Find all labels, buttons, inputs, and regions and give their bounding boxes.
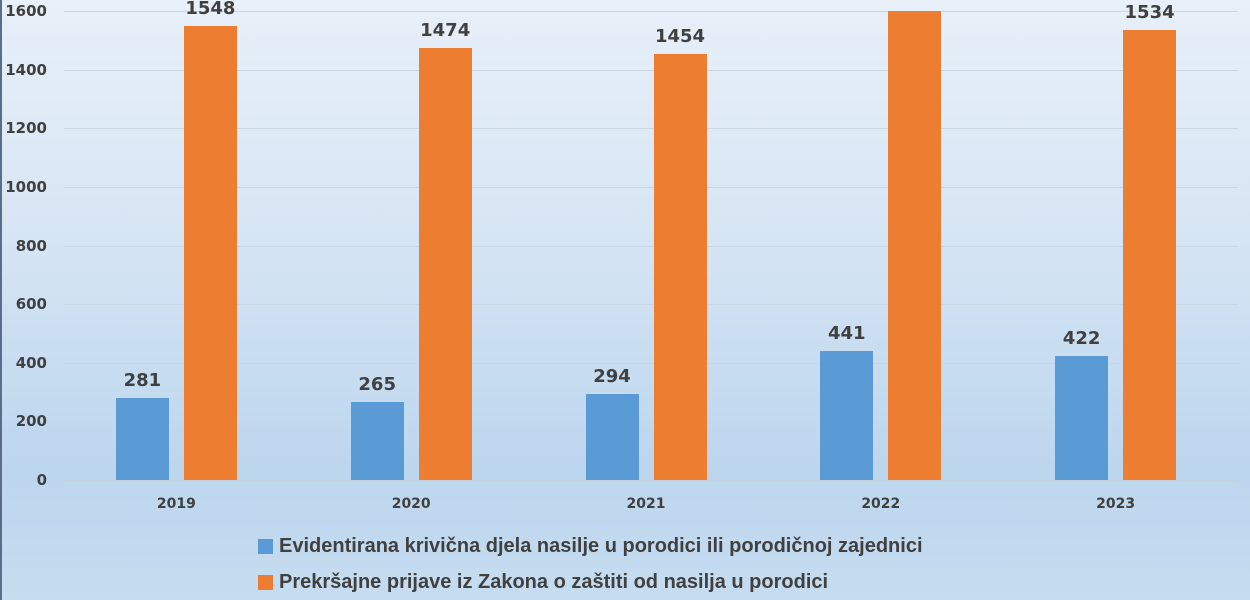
x-tick-label: 2019 — [156, 496, 196, 512]
gridline — [64, 186, 1238, 188]
y-tick-label: 1000 — [5, 177, 47, 196]
legend-swatch-orange — [258, 574, 273, 590]
y-tick-label: 0 — [36, 471, 47, 489]
gridline — [64, 128, 1238, 130]
bar-krivicna-djela-2023 — [1055, 356, 1109, 480]
gridline — [64, 304, 1238, 306]
legend-label: Prekršajne prijave iz Zakona o zaštiti o… — [279, 570, 829, 593]
data-label: 265 — [358, 374, 396, 396]
y-tick-label: 1400 — [5, 60, 47, 79]
bar-prekrsajne-prijave-2021 — [653, 53, 707, 480]
gridline — [64, 480, 1238, 481]
data-label: 1534 — [1124, 2, 1175, 24]
data-label: 1454 — [654, 25, 706, 47]
bar-prekrsajne-prijave-2020 — [418, 47, 472, 480]
bar-krivicna-djela-2019 — [115, 397, 169, 480]
legend-item-krivicna-djela: Evidentirana krivična djela nasilje u po… — [258, 528, 923, 564]
x-tick-label: 2022 — [861, 496, 901, 512]
gridline — [64, 362, 1238, 364]
y-tick-label: 1200 — [5, 119, 47, 138]
bar-prekrsajne-prijave-2023 — [1123, 30, 1177, 480]
legend: Evidentirana krivična djela nasilje u po… — [258, 528, 923, 600]
x-tick-label: 2021 — [626, 496, 666, 512]
legend-swatch-blue — [258, 538, 273, 554]
y-tick-label: 200 — [15, 412, 47, 431]
data-label: 422 — [1062, 328, 1101, 350]
bar-prekrsajne-prijave-2022 — [888, 11, 942, 480]
x-tick-label: 2020 — [391, 496, 431, 512]
data-label: 1474 — [420, 19, 471, 41]
data-label: 281 — [123, 369, 162, 391]
gridline — [64, 69, 1238, 71]
legend-item-prekrsajne-prijave: Prekršajne prijave iz Zakona o zaštiti o… — [258, 564, 923, 600]
y-tick-label: 1600 — [5, 2, 47, 20]
bar-krivicna-djela-2022 — [820, 350, 874, 480]
gridline — [64, 245, 1238, 247]
bar-prekrsajne-prijave-2019 — [183, 26, 237, 480]
data-label: 1548 — [185, 0, 236, 20]
data-label: 441 — [828, 322, 866, 344]
gridline — [64, 11, 1238, 12]
gridline — [64, 421, 1238, 423]
y-tick-label: 600 — [15, 295, 47, 314]
y-tick-label: 400 — [15, 353, 47, 372]
bar-krivicna-djela-2021 — [585, 393, 639, 480]
legend-label: Evidentirana krivična djela nasilje u po… — [279, 534, 923, 557]
x-tick-label: 2023 — [1096, 496, 1136, 512]
bar-krivicna-djela-2020 — [350, 402, 404, 480]
plot-area — [64, 11, 1238, 481]
data-label: 294 — [593, 365, 631, 387]
y-tick-label: 800 — [15, 236, 47, 255]
chart-left-border — [0, 0, 2, 600]
